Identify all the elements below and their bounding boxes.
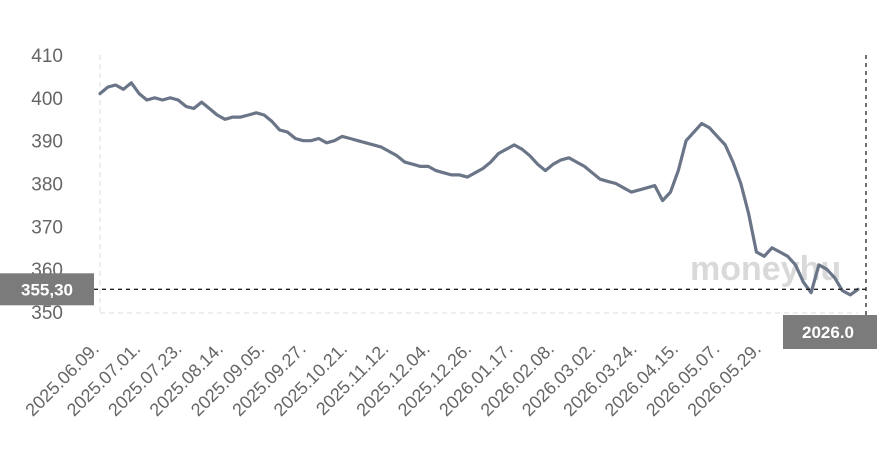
y-tick-label: 350 xyxy=(31,303,63,324)
x-axis-ticks: 2025.06.09.2025.07.01.2025.07.23.2025.08… xyxy=(21,339,764,420)
y-tick-label: 380 xyxy=(31,175,63,196)
y-tick-label: 370 xyxy=(31,217,63,238)
y-tick-label: 410 xyxy=(31,46,63,67)
price-series-line xyxy=(98,81,860,297)
last-value-label-text: 355,30 xyxy=(21,280,73,299)
last-date-label-text: 2026.0 xyxy=(802,323,854,342)
last-value-label-box xyxy=(0,273,94,306)
last-date-label-box xyxy=(783,315,877,349)
y-tick-label: 390 xyxy=(31,132,63,153)
last-value-label: 355,30 xyxy=(0,273,94,306)
y-tick-label: 400 xyxy=(31,89,63,110)
last-date-label: 2026.0 xyxy=(783,315,877,349)
